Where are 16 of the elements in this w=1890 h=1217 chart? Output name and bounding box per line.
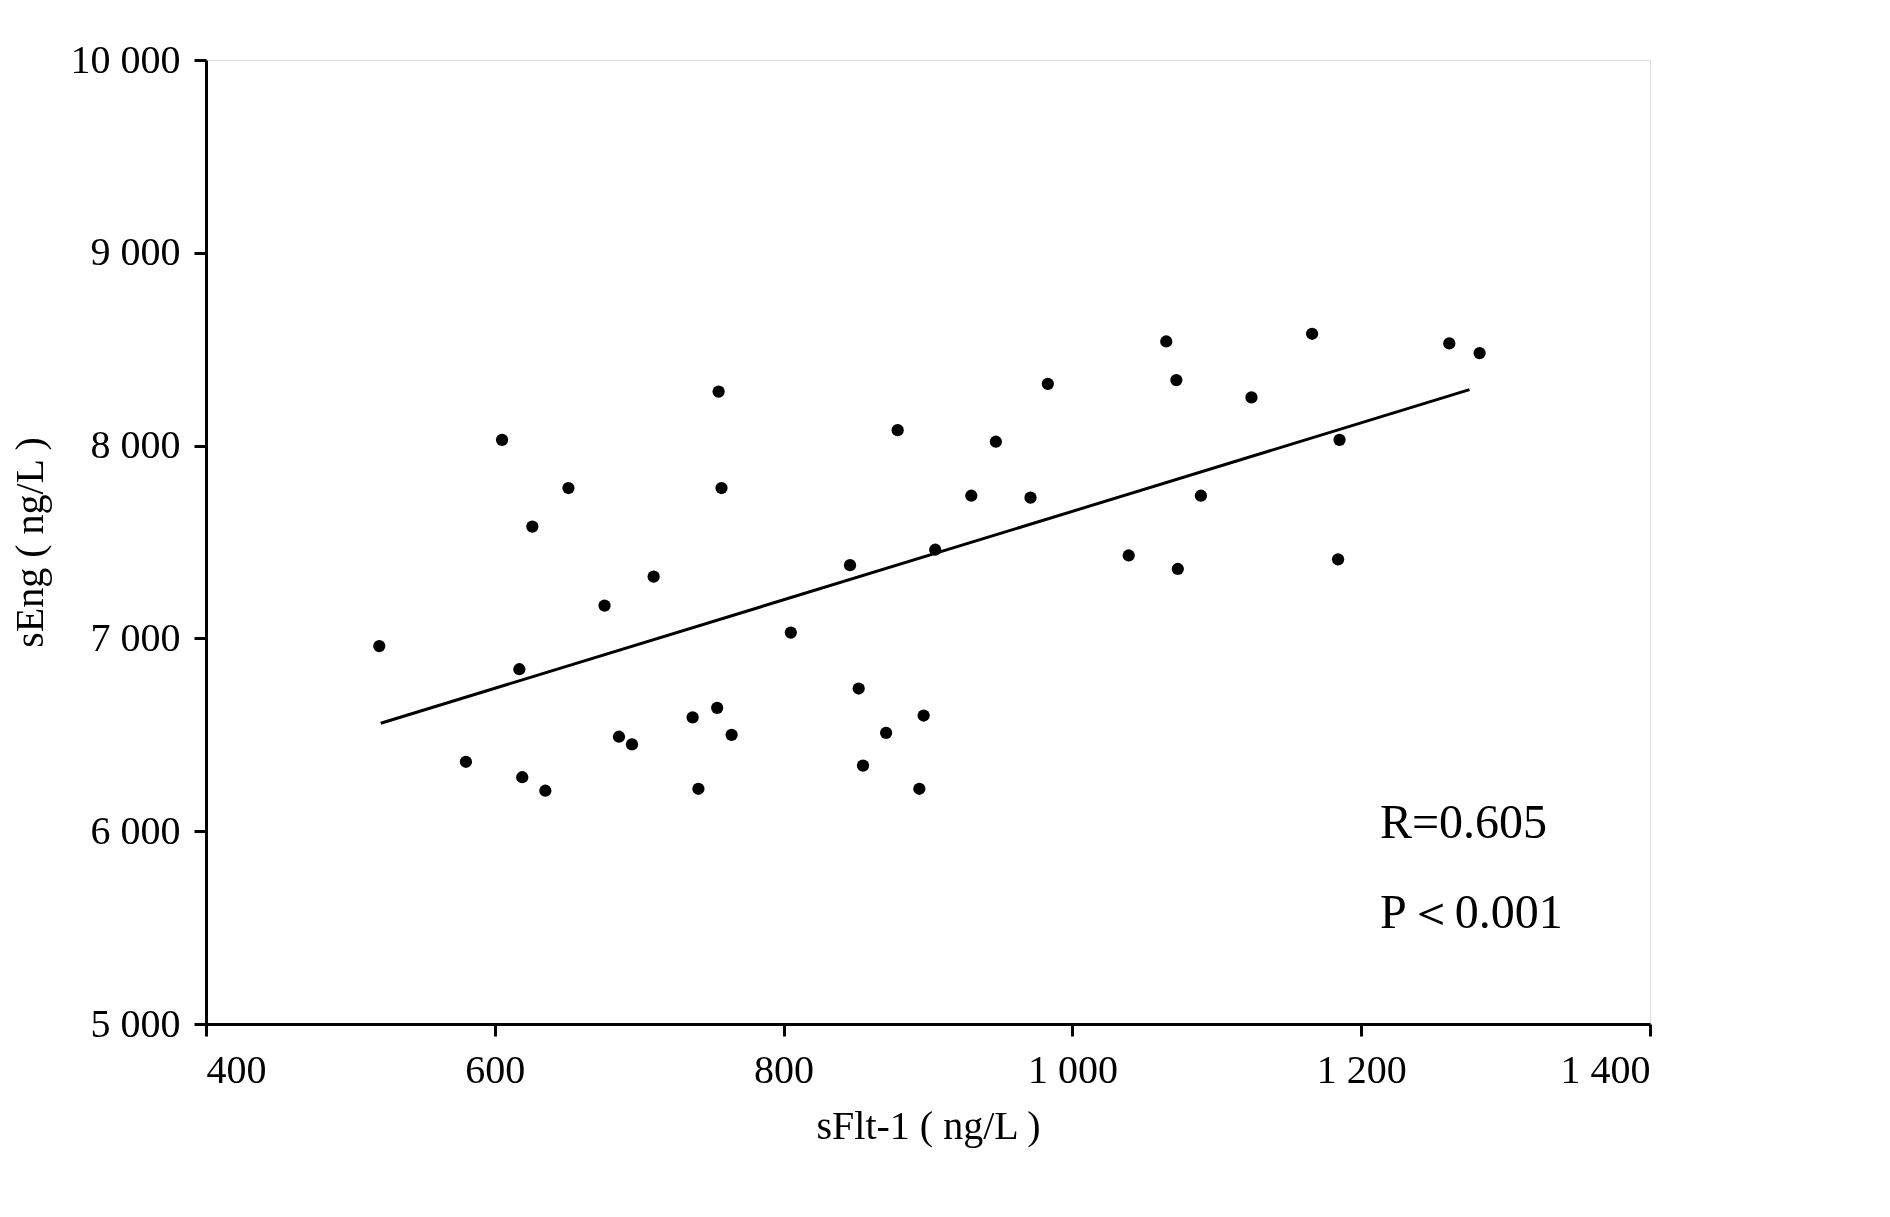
x-axis-title: sFlt-1 ( ng/L ) bbox=[816, 1102, 1041, 1148]
x-tick-label: 1 000 bbox=[1027, 1046, 1118, 1092]
y-tick-label: 5 000 bbox=[90, 1000, 181, 1046]
y-tick-label: 10 000 bbox=[70, 36, 181, 82]
annotation: R=0.605 bbox=[1380, 795, 1548, 848]
x-tick-label: 400 bbox=[206, 1046, 267, 1092]
annotation: P＜0.001 bbox=[1380, 885, 1563, 938]
x-tick-label: 1 200 bbox=[1316, 1046, 1407, 1092]
y-tick-label: 8 000 bbox=[90, 422, 181, 468]
x-tick-label: 800 bbox=[754, 1046, 815, 1092]
x-tick-label: 600 bbox=[465, 1046, 526, 1092]
y-tick-label: 6 000 bbox=[90, 807, 181, 853]
y-tick-label: 7 000 bbox=[90, 614, 181, 660]
x-tick-label: 1 400 bbox=[1560, 1046, 1651, 1092]
y-axis-title: sEng ( ng/L ) bbox=[6, 437, 52, 648]
y-tick-label: 9 000 bbox=[90, 229, 181, 275]
